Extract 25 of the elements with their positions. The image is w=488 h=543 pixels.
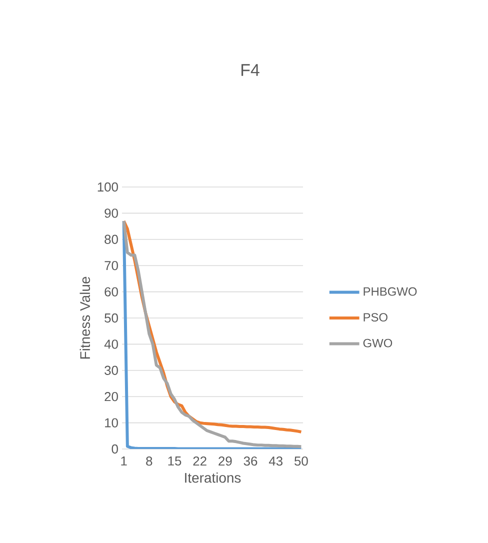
y-tick-label: 30 bbox=[104, 366, 118, 375]
y-tick-label: 100 bbox=[98, 182, 118, 192]
y-tick-label: 40 bbox=[104, 340, 118, 349]
y-tick-label: 50 bbox=[104, 313, 118, 323]
y-axis-title: Fitness Value bbox=[80, 276, 90, 359]
legend-label: PSO bbox=[364, 313, 388, 322]
x-tick-label: 43 bbox=[268, 456, 282, 466]
x-tick-label: 8 bbox=[146, 456, 152, 466]
legend-label: PHBGWO bbox=[364, 287, 417, 296]
x-tick-label: 50 bbox=[294, 456, 308, 466]
legend-label: GWO bbox=[363, 338, 392, 348]
chart-title: F4 bbox=[242, 64, 260, 76]
y-tick-label: 70 bbox=[104, 261, 118, 270]
x-tick-label: 1 bbox=[121, 456, 127, 466]
x-tick-label: 22 bbox=[193, 456, 206, 466]
y-tick-label: 60 bbox=[104, 287, 118, 296]
x-tick-label: 36 bbox=[244, 456, 258, 466]
y-tick-label: 80 bbox=[104, 234, 118, 244]
y-tick-label: 90 bbox=[104, 208, 118, 218]
y-tick-label: 20 bbox=[104, 392, 118, 402]
y-tick-label: 10 bbox=[105, 418, 118, 428]
y-tick-label: 0 bbox=[112, 444, 118, 454]
x-tick-label: 29 bbox=[218, 456, 232, 466]
x-axis-title: Iterations bbox=[185, 472, 241, 483]
x-tick-label: 15 bbox=[168, 456, 182, 466]
